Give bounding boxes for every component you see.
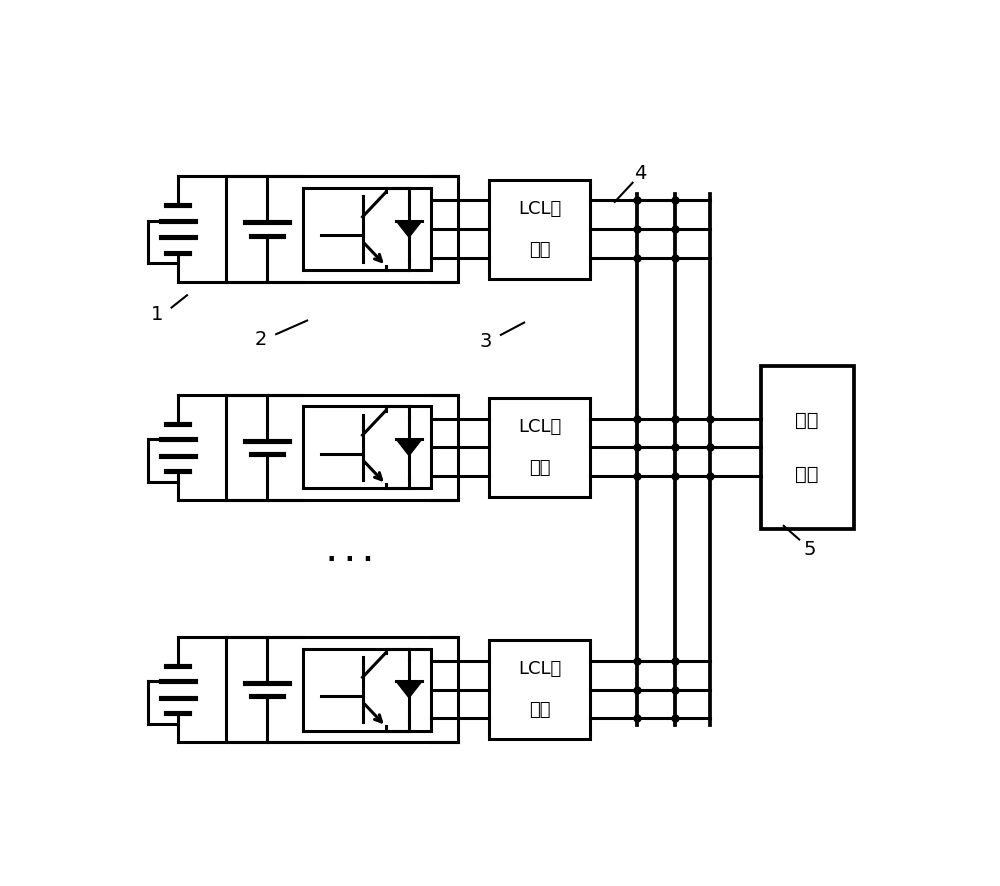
Text: 公共: 公共	[795, 410, 819, 430]
Text: · · ·: · · ·	[327, 548, 373, 572]
Text: 负载: 负载	[795, 465, 819, 485]
Text: 1: 1	[151, 305, 164, 324]
Polygon shape	[396, 681, 422, 698]
Text: LCL滤: LCL滤	[518, 418, 561, 436]
Text: 波器: 波器	[529, 241, 550, 259]
Text: 5: 5	[803, 540, 816, 559]
Bar	[226, 176, 458, 282]
Text: 2: 2	[254, 330, 267, 349]
Bar	[761, 366, 854, 529]
Text: LCL滤: LCL滤	[518, 660, 561, 678]
Polygon shape	[396, 221, 422, 237]
Text: LCL滤: LCL滤	[518, 199, 561, 218]
Bar	[226, 394, 458, 501]
Text: 4: 4	[634, 164, 647, 183]
Text: 波器: 波器	[529, 701, 550, 719]
Text: 3: 3	[479, 332, 492, 351]
Bar	[303, 407, 431, 488]
Bar	[489, 180, 590, 278]
Polygon shape	[396, 439, 422, 455]
Bar	[226, 637, 458, 742]
Bar	[489, 398, 590, 497]
Text: 波器: 波器	[529, 459, 550, 477]
Bar	[489, 641, 590, 739]
Bar	[303, 188, 431, 270]
Bar	[303, 649, 431, 731]
